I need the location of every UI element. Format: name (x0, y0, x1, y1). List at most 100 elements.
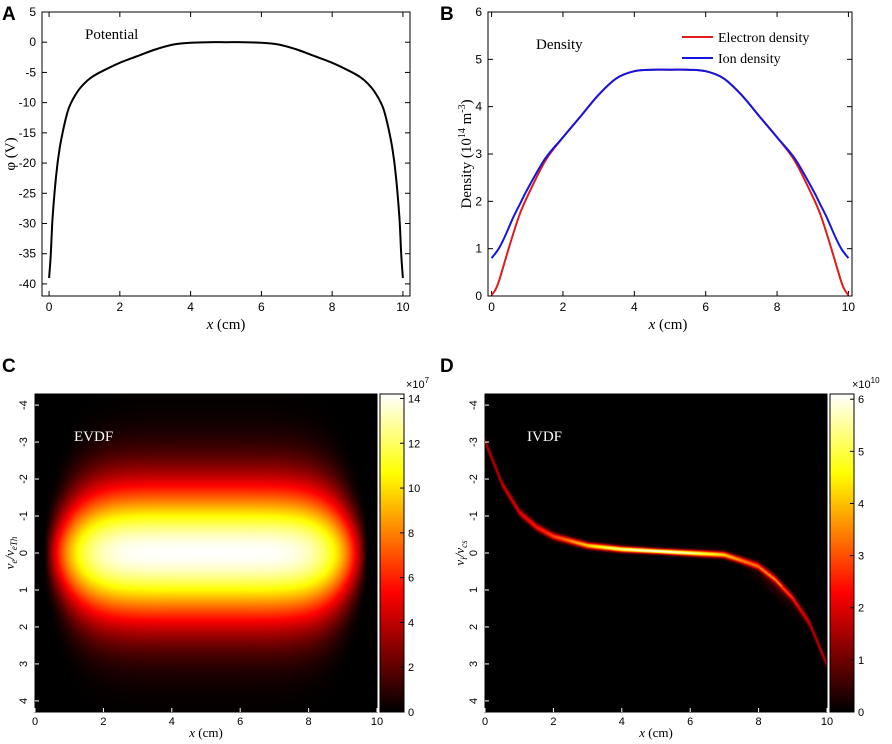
panel-c-ytick-label-2: -2 (18, 474, 30, 484)
panel-b-ticks: 0 2 4 6 8 10 0 1 2 3 4 5 6 (475, 5, 855, 314)
panel-c-heatmap-image (35, 394, 377, 712)
panel-a-ytick-label-6: -25 (19, 186, 37, 200)
panel-d-xtick-label-2: 4 (619, 716, 625, 728)
panel-c-ylabel: ve/veTh (2, 536, 19, 569)
panel-a-ytick-label-2: -5 (25, 65, 36, 79)
panel-c-colorbar-image (380, 394, 404, 712)
panel-a-ytick-label-9: -40 (19, 277, 37, 291)
panel-b-series-electron-density (490, 68, 850, 296)
panel-a-series-potential (48, 41, 404, 278)
panel-c-ytick-label-0: -4 (18, 400, 30, 410)
panel-d-xtick-label-4: 8 (756, 716, 762, 728)
panel-c-annotation: EVDF (74, 429, 113, 445)
panel-c-ytick-label-4: 0 (18, 550, 30, 556)
panel-a-ytick-label-0: 5 (29, 5, 36, 19)
panel-d-colorbar-ticks: 0 1 2 3 4 5 6 (850, 394, 864, 719)
panel-d-xtick-label-3: 6 (687, 716, 693, 728)
panel-a-ytick-label-7: -30 (19, 216, 37, 230)
panel-c-cbtick-label-5: 10 (408, 483, 420, 495)
panel-a-xtick-label-0: 0 (46, 300, 53, 314)
panel-b-xtick-label-0: 0 (488, 300, 495, 314)
panel-d-cbtick-label-2: 2 (858, 603, 864, 615)
panel-c-xlabel: x (cm) (188, 725, 223, 740)
panel-d-cbtick-label-3: 3 (858, 551, 864, 563)
panel-a-ylabel: φ (V) (3, 137, 19, 170)
panel-b-xtick-label-5: 10 (842, 300, 856, 314)
panel-d-colorbar-frame (829, 393, 855, 713)
panel-d-ytick-label-8: 4 (468, 698, 480, 704)
panel-d-ytick-label-6: 2 (468, 624, 480, 630)
panel-letter-d: D (440, 356, 454, 377)
legend-ion-label: Ion density (718, 52, 781, 67)
panel-a-ytick-label-4: -15 (19, 126, 37, 140)
panel-b-series-ion-density (490, 68, 850, 259)
panel-d-ylabel: vi/vcs (452, 540, 469, 566)
panel-c-ytick-label-6: 2 (18, 624, 30, 630)
panel-d-ytick-label-1: -3 (468, 437, 480, 447)
panel-a-ytick-label-3: -10 (19, 96, 37, 110)
panel-d-cbtick-label-6: 6 (858, 394, 864, 406)
panel-d-cbtick-label-1: 1 (858, 655, 864, 667)
panel-c-ytick-label-3: -1 (18, 511, 30, 521)
panel-d-xtick-label-5: 10 (821, 716, 833, 728)
panel-d-xtick-label-0: 0 (482, 716, 488, 728)
panel-d-ytick-label-0: -4 (468, 400, 480, 410)
panel-c-xtick-label-2: 4 (169, 716, 175, 728)
panel-b-ytick-label-3: 3 (475, 147, 482, 161)
panel-a-xlabel: x (cm) (206, 317, 246, 333)
panel-d-ytick-label-5: 1 (468, 587, 480, 593)
panel-c-ytick-label-1: -3 (18, 437, 30, 447)
panel-b-xtick-label-4: 8 (774, 300, 781, 314)
panel-c-colorbar-multiplier: ×107 (406, 376, 430, 391)
panel-d-colorbar-image (830, 394, 854, 712)
panel-d-annotation: IVDF (527, 429, 562, 445)
panel-a-potential-chart: 0 2 4 6 8 10 5 0 -5 -10 -15 -20 -25 -30 -35 -40 Potenti… (3, 5, 411, 333)
panel-c-cbtick-label-1: 2 (408, 662, 414, 674)
panel-d-heatmap-image (485, 394, 827, 712)
panel-a-xtick-label-1: 2 (117, 300, 124, 314)
panel-d-ticks: 0 2 4 6 8 10 -4 -3 -2 -1 0 1 2 3 4 (468, 400, 833, 728)
panel-d-xlabel: x (cm) (638, 725, 673, 740)
panel-b-ytick-label-4: 4 (475, 100, 482, 114)
panel-c-cbtick-label-2: 4 (408, 617, 414, 629)
panel-b-ytick-label-6: 6 (475, 5, 482, 19)
panel-a-xtick-label-3: 6 (258, 300, 265, 314)
panel-c-xtick-label-3: 6 (237, 716, 243, 728)
panel-b-ytick-label-1: 1 (475, 242, 482, 256)
panel-d-cbtick-label-5: 5 (858, 446, 864, 458)
panel-b-xtick-label-2: 4 (631, 300, 638, 314)
panel-c-cbtick-label-6: 12 (408, 438, 420, 450)
panel-b-density-chart: 0 2 4 6 8 10 0 1 2 3 4 5 6 Density Electron density … (457, 5, 855, 333)
panel-a-frame (41, 11, 411, 297)
panel-letter-c: C (2, 356, 16, 377)
panel-a-xtick-label-2: 4 (187, 300, 194, 314)
panel-b-xtick-label-1: 2 (560, 300, 567, 314)
panel-c-cbtick-label-7: 14 (408, 393, 420, 405)
panel-c-cbtick-label-4: 8 (408, 528, 414, 540)
panel-b-xtick-label-3: 6 (702, 300, 709, 314)
panel-a-xtick-label-5: 10 (396, 300, 410, 314)
panel-c-xtick-label-4: 8 (306, 716, 312, 728)
panel-c-colorbar-ticks: 0 2 4 6 8 10 12 14 (400, 393, 420, 719)
panel-b-ytick-label-0: 0 (475, 289, 482, 303)
panel-b-frame (487, 11, 853, 297)
panel-d-ytick-label-7: 3 (468, 661, 480, 667)
panel-b-series (490, 68, 850, 296)
panel-a-ytick-label-1: 0 (29, 35, 36, 49)
panel-d-ytick-label-2: -2 (468, 474, 480, 484)
panel-b-xlabel: x (cm) (648, 317, 688, 333)
panel-c-cbtick-label-3: 6 (408, 573, 414, 585)
panel-d-colorbar-multiplier: ×1010 (852, 376, 880, 391)
panel-a-series (48, 41, 404, 278)
panel-a-xtick-label-4: 8 (329, 300, 336, 314)
panel-a-ticks: 0 2 4 6 8 10 5 0 -5 -10 -15 -20 -25 -30 -35 -40 (19, 5, 410, 314)
panel-c-colorbar-frame (379, 393, 405, 713)
panel-c-ytick-label-8: 4 (18, 698, 30, 704)
panel-b-legend: Electron density Ion density (682, 31, 809, 67)
panel-c-xtick-label-0: 0 (32, 716, 38, 728)
panel-b-ytick-label-5: 5 (475, 52, 482, 66)
panel-a-ytick-label-5: -20 (19, 156, 37, 170)
panel-b-ylabel: Density (1014 m-3) (457, 99, 475, 208)
